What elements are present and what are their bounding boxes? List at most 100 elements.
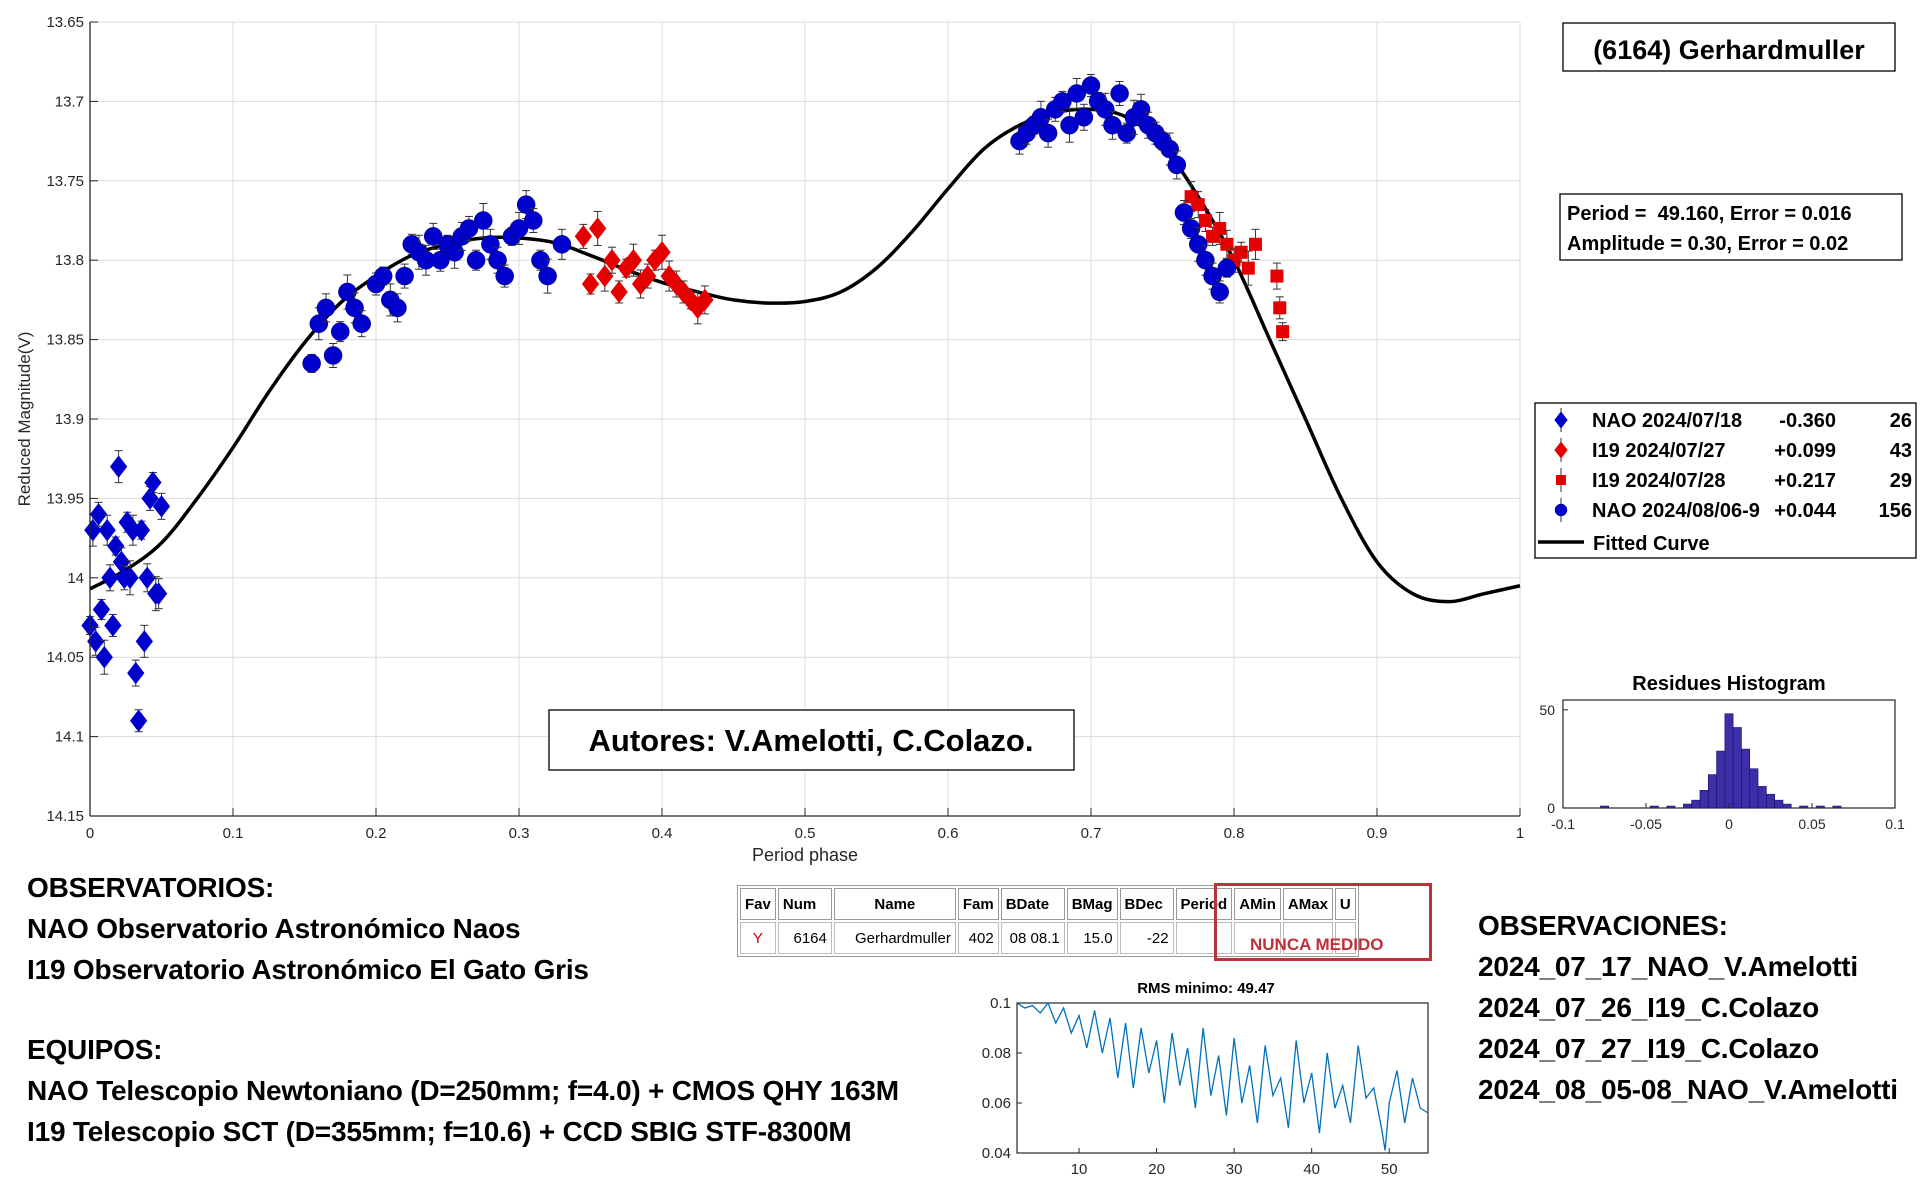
col-bdec: BDec xyxy=(1119,888,1174,920)
point-diamond xyxy=(109,455,128,478)
point-circle xyxy=(1160,139,1179,159)
lcdb-table: Fav Num Name Fam BDate BMag BDec Period … xyxy=(737,885,1359,957)
point-circle xyxy=(1081,76,1101,95)
hist-x-tick-label: -0.1 xyxy=(1551,816,1575,832)
col-bmag: BMag xyxy=(1066,888,1118,920)
point-square xyxy=(1276,325,1290,339)
point-circle xyxy=(1189,235,1208,254)
legend: NAO 2024/07/18 -0.360 26 I19 2024/07/27 +0.0… xyxy=(1534,402,1917,559)
point-square xyxy=(1213,221,1227,235)
cell-period xyxy=(1175,922,1233,954)
y-tick-label: 13.9 xyxy=(55,411,84,428)
observaciones-header: OBSERVACIONES: xyxy=(1478,910,1728,941)
point-circle xyxy=(552,235,572,254)
col-period: Period xyxy=(1175,888,1233,920)
point-circle xyxy=(1117,123,1136,143)
y-tick-label: 14.1 xyxy=(55,729,84,746)
point-diamond xyxy=(132,518,151,542)
point-circle xyxy=(1196,250,1215,270)
x-tick-label: 0.6 xyxy=(938,825,959,842)
cell-fam: 402 xyxy=(957,922,999,954)
x-tick-label: 1 xyxy=(1516,825,1524,842)
point-circle xyxy=(388,298,407,318)
point-diamond xyxy=(101,566,119,590)
point-circle xyxy=(316,298,336,318)
legend-offset: -0.360 xyxy=(1779,410,1836,432)
legend-offset: +0.099 xyxy=(1774,440,1836,462)
point-diamond xyxy=(89,503,108,526)
point-square xyxy=(1220,237,1234,251)
observation-3: 2024_07_27_I19_C.Colazo xyxy=(1478,1033,1819,1064)
point-diamond xyxy=(152,495,171,518)
point-circle xyxy=(345,298,364,318)
histogram-bar xyxy=(1757,786,1767,809)
point-circle xyxy=(1060,115,1079,135)
observation-4: 2024_08_05-08_NAO_V.Amelotti xyxy=(1478,1074,1898,1105)
legend-marker-square xyxy=(1556,475,1566,485)
histogram-bar xyxy=(1732,727,1742,809)
histogram-bar xyxy=(1683,803,1692,809)
col-u: U xyxy=(1334,888,1356,920)
histogram-bar xyxy=(1691,799,1701,809)
point-circle xyxy=(309,314,329,333)
col-amin: AMin xyxy=(1234,888,1281,920)
point-circle xyxy=(1031,108,1051,127)
observatorios-header: OBSERVATORIOS: xyxy=(27,872,275,903)
point-circle xyxy=(1074,108,1094,127)
x-tick-label: 0.7 xyxy=(1081,825,1102,842)
legend-count: 156 xyxy=(1879,500,1912,522)
y-tick-label: 13.85 xyxy=(46,332,84,349)
x-tick-label: 0.1 xyxy=(223,825,244,842)
cell-name: Gerhardmuller xyxy=(833,922,956,954)
object-title-box: (6164) Gerhardmuller xyxy=(1562,22,1896,72)
point-diamond xyxy=(127,661,145,685)
x-tick-label: 0.4 xyxy=(652,825,673,842)
cell-bmag: 15.0 xyxy=(1066,922,1118,954)
point-circle xyxy=(516,195,536,214)
observation-2: 2024_07_26_I19_C.Colazo xyxy=(1478,992,1819,1023)
point-diamond xyxy=(104,614,122,637)
legend-count: 26 xyxy=(1890,410,1912,432)
x-tick-label: 0.5 xyxy=(795,825,816,842)
point-diamond xyxy=(107,534,125,558)
histogram-bar xyxy=(1649,805,1659,809)
lcdb-data-row: Y 6164 Gerhardmuller 402 08 08.1 15.0 -2… xyxy=(740,922,1356,954)
histogram-bar xyxy=(1799,805,1809,809)
point-diamond xyxy=(653,241,671,264)
hist-y-tick-label: 0 xyxy=(1547,800,1555,816)
observatories-block: OBSERVATORIOS: NAO Observatorio Astronóm… xyxy=(27,867,589,990)
residues-histogram: Residues Histogram -0.1 -0.05 0 0.05 0.1 50 0 xyxy=(1539,673,1905,832)
hist-x-tick-label: 0.1 xyxy=(1885,816,1905,832)
cell-fav: Y xyxy=(740,922,776,954)
point-circle xyxy=(459,219,479,238)
point-circle xyxy=(423,227,443,246)
point-square xyxy=(1234,245,1248,259)
lcdb-header-row: Fav Num Name Fam BDate BMag BDec Period … xyxy=(740,888,1356,920)
point-circle xyxy=(1096,100,1115,119)
equipment-block: EQUIPOS: NAO Telescopio Newtoniano (D=25… xyxy=(27,1029,899,1152)
histogram-bar xyxy=(1749,768,1759,809)
point-diamond xyxy=(98,518,116,542)
point-circle xyxy=(1067,84,1086,103)
rms-title: RMS minimo: 49.47 xyxy=(1137,980,1275,997)
authors-text: Autores: V.Amelotti, C.Colazo. xyxy=(589,723,1034,758)
legend-offset: +0.217 xyxy=(1774,470,1836,492)
point-circle xyxy=(1110,84,1129,103)
point-circle xyxy=(445,243,464,262)
equipos-header: EQUIPOS: xyxy=(27,1034,163,1065)
legend-marker-circle xyxy=(1554,503,1568,517)
y-tick-label: 13.75 xyxy=(46,173,84,190)
point-circle xyxy=(323,346,343,365)
point-circle xyxy=(524,211,543,230)
point-circle xyxy=(488,250,507,270)
rms-y-tick-label: 0.08 xyxy=(982,1045,1011,1062)
x-tick-label: 0.8 xyxy=(1224,825,1245,842)
equipment-nao: NAO Telescopio Newtoniano (D=250mm; f=4.… xyxy=(27,1075,899,1106)
point-diamond xyxy=(674,280,693,304)
x-tick-label: 0.9 xyxy=(1367,825,1388,842)
point-diamond xyxy=(603,248,621,272)
cell-bdate: 08 08.1 xyxy=(1000,922,1065,954)
rms-y-tick-label: 0.06 xyxy=(982,1095,1011,1112)
col-bdate: BDate xyxy=(1000,888,1065,920)
